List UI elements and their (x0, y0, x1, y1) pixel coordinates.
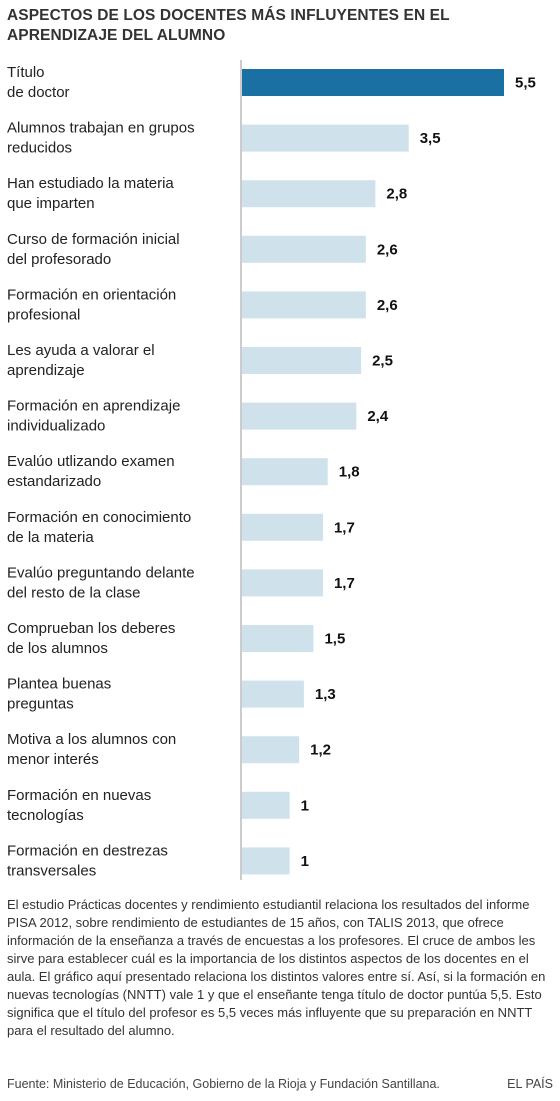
bar (242, 736, 300, 764)
bar (242, 680, 304, 708)
bar (242, 402, 357, 430)
value-label: 2,6 (377, 297, 398, 314)
category-label: Motiva a los alumnos con menor interés (7, 731, 176, 768)
bar (242, 625, 314, 652)
chart-description: El estudio Prácticas docentes y rendimie… (7, 897, 546, 1038)
category-label: Comprueban los deberes de los alumnos (7, 620, 175, 657)
bar (242, 458, 328, 486)
value-label: 1,5 (324, 631, 345, 648)
bar (242, 569, 323, 597)
category-label: Formación en destrezas transversales (7, 842, 168, 879)
value-label: 1,7 (334, 519, 355, 536)
value-label: 2,8 (386, 186, 407, 203)
brand-logo: EL PAÍS (507, 1077, 553, 1091)
value-label: 3,5 (420, 130, 441, 147)
bar (242, 69, 504, 96)
source-note: Fuente: Ministerio de Educación, Gobiern… (7, 1077, 440, 1091)
bar (242, 235, 366, 263)
category-label: Curso de formación inicial del profesorad… (7, 231, 180, 268)
bar (242, 180, 376, 208)
value-label: 1,7 (334, 575, 355, 592)
footer: Fuente: Ministerio de Educación, Gobiern… (7, 1077, 553, 1091)
category-label: Título de doctor (7, 64, 70, 101)
value-label: 1 (301, 797, 309, 814)
category-label: Han estudiado la materia que imparten (7, 175, 174, 212)
category-label: Evalúo utlizando examen estandarizado (7, 453, 175, 490)
value-label: 2,4 (367, 408, 389, 425)
bar-chart: 5,5 Título de doctor 3,5 Alumnos trabajan en… (7, 60, 536, 880)
category-label: Formación en orientación profesional (7, 286, 176, 323)
value-label: 5,5 (515, 75, 536, 92)
value-label: 2,6 (377, 241, 398, 258)
value-label: 1 (301, 853, 309, 870)
category-label: Formación en conocimiento de la materia (7, 509, 191, 546)
category-label: Formación en nuevas tecnologías (7, 787, 151, 824)
category-label: Formación en aprendizaje individualizado (7, 398, 180, 435)
bar (242, 513, 323, 541)
bar (242, 791, 290, 819)
category-label: Les ayuda a valorar el aprendizaje (7, 342, 155, 379)
chart-title: ASPECTOS DE LOS DOCENTES MÁS INFLUYENTES… (7, 7, 450, 44)
category-label: Evalúo preguntando delante del resto de l… (7, 564, 195, 601)
value-label: 1,3 (315, 686, 336, 703)
value-label: 1,8 (339, 464, 360, 481)
category-label: Plantea buenas preguntas (7, 676, 111, 713)
bar (242, 124, 409, 152)
category-label: Alumnos trabajan en grupos reducidos (7, 120, 195, 157)
bar (242, 291, 366, 319)
value-label: 2,5 (372, 353, 393, 370)
bar (242, 847, 290, 875)
bar (242, 347, 362, 374)
value-label: 1,2 (310, 742, 331, 759)
